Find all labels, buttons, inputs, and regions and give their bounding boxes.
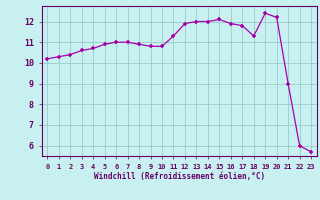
- X-axis label: Windchill (Refroidissement éolien,°C): Windchill (Refroidissement éolien,°C): [94, 172, 265, 181]
